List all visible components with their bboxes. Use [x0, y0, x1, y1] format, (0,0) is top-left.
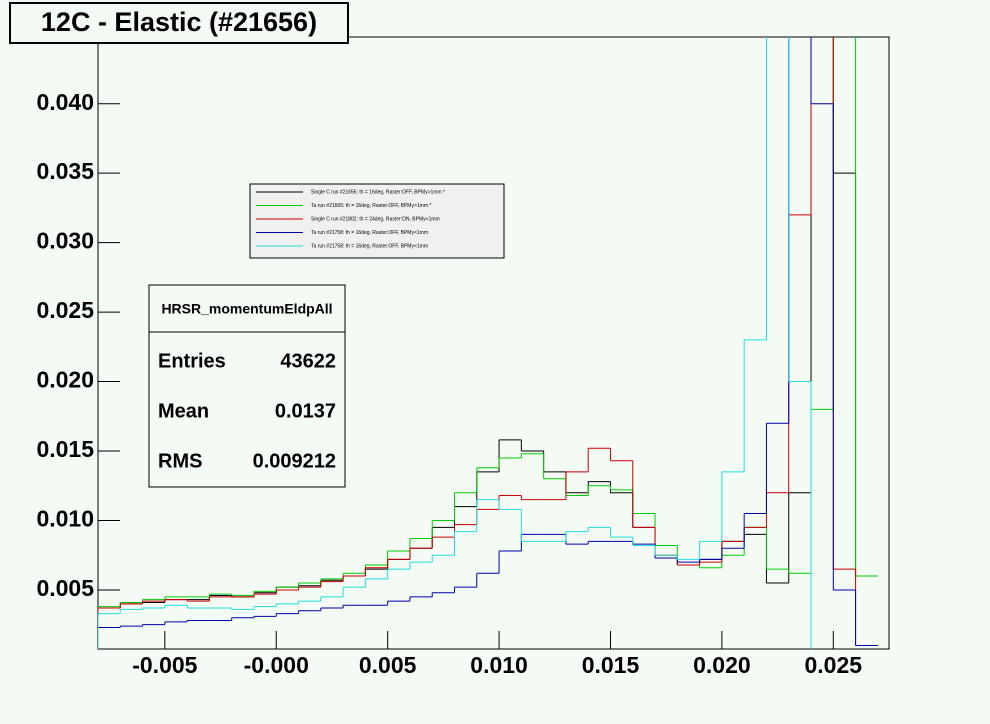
legend-label: Single C run #21656: th = 16deg, Raster:…	[311, 189, 445, 195]
y-tick-label: 0.025	[36, 297, 94, 323]
stats-label: Mean	[158, 400, 209, 422]
x-tick-label: 0.010	[470, 652, 528, 678]
stats-value: 0.0137	[275, 400, 336, 422]
legend-label: Ta run #21758: th = 16deg, Raster:OFF, B…	[311, 230, 428, 236]
y-tick-label: 0.005	[36, 575, 94, 601]
x-tick-label: 0.025	[805, 652, 863, 678]
plot-frame	[97, 36, 890, 650]
legend-label: Single C run #21802: th = 24deg, Raster:…	[311, 216, 440, 222]
stats-label: Entries	[158, 350, 226, 372]
stats-box	[148, 284, 346, 488]
y-tick-label: 0.015	[36, 436, 94, 462]
x-tick-label: -0.000	[244, 652, 309, 678]
legend-label: Ta run #21758: th = 16deg, Raster:OFF, B…	[311, 243, 428, 249]
x-tick-label: -0.005	[132, 652, 197, 678]
stats-value: 0.009212	[253, 450, 336, 472]
x-tick-label: 0.015	[582, 652, 640, 678]
title-box	[9, 2, 349, 44]
legend-label: Ta run #21665: th = 16deg, Raster:OFF, B…	[311, 203, 431, 209]
y-tick-label: 0.040	[36, 89, 94, 115]
y-tick-label: 0.035	[36, 158, 94, 184]
stats-value: 43622	[280, 350, 336, 372]
x-tick-label: 0.005	[359, 652, 417, 678]
y-tick-label: 0.020	[36, 367, 94, 393]
stats-title: HRSR_momentumEldpAll	[161, 301, 332, 317]
stats-label: RMS	[158, 450, 202, 472]
y-tick-label: 0.030	[36, 228, 94, 254]
chart-title: 12C - Elastic (#21656)	[41, 7, 317, 37]
y-tick-label: 0.010	[36, 506, 94, 532]
x-tick-label: 0.020	[693, 652, 751, 678]
